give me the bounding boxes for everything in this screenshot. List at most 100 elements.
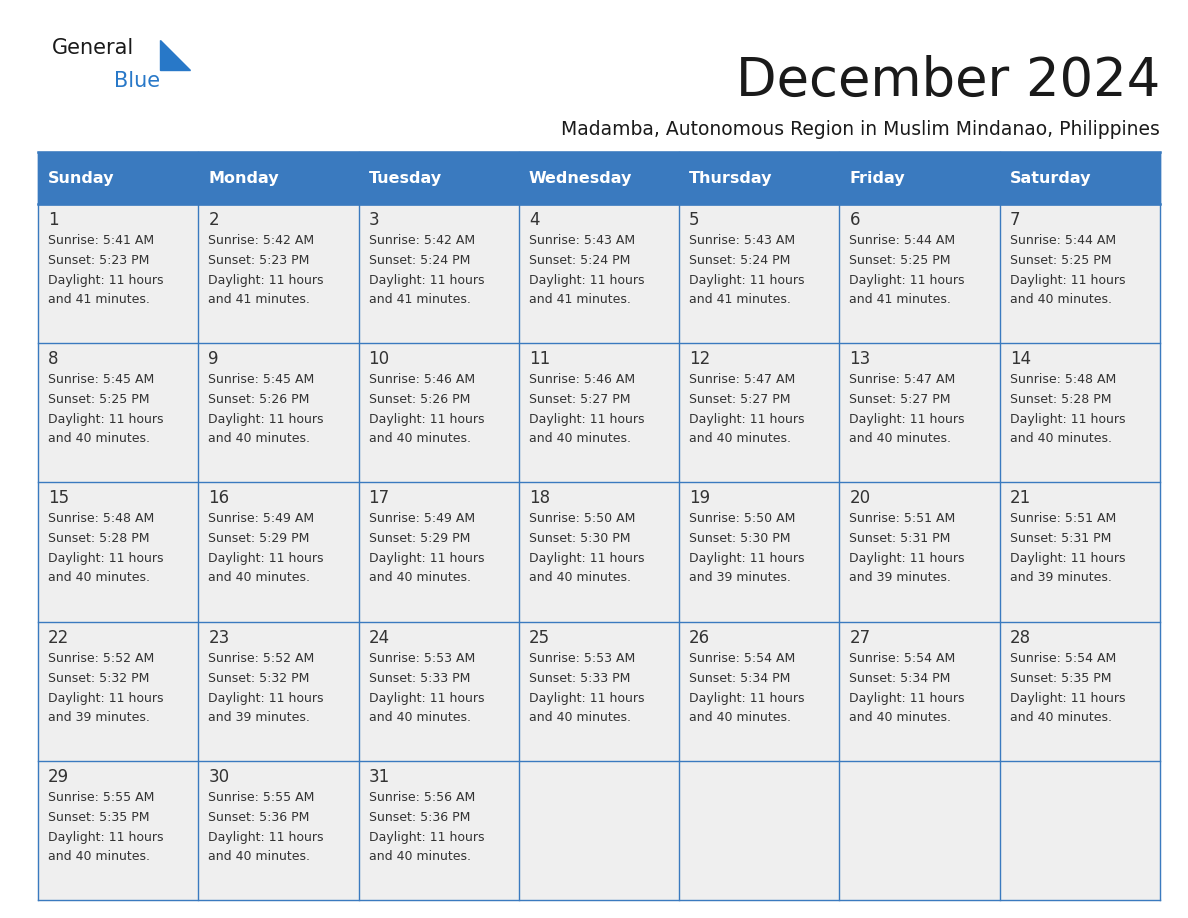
Text: Daylight: 11 hours: Daylight: 11 hours (1010, 413, 1125, 426)
Text: Sunrise: 5:44 AM: Sunrise: 5:44 AM (849, 234, 955, 247)
Bar (680, 204, 840, 343)
Text: 30: 30 (208, 767, 229, 786)
Text: Daylight: 11 hours: Daylight: 11 hours (1010, 274, 1125, 287)
Text: Sunset: 5:28 PM: Sunset: 5:28 PM (1010, 393, 1111, 406)
Text: Sunset: 5:28 PM: Sunset: 5:28 PM (48, 532, 150, 545)
Bar (840, 482, 1000, 621)
Text: Sunset: 5:25 PM: Sunset: 5:25 PM (48, 393, 150, 406)
Text: Sunrise: 5:43 AM: Sunrise: 5:43 AM (529, 234, 634, 247)
Text: 16: 16 (208, 489, 229, 508)
Text: and 41 minutes.: and 41 minutes. (689, 293, 791, 306)
Text: Sunrise: 5:48 AM: Sunrise: 5:48 AM (1010, 374, 1116, 386)
Text: Sunrise: 5:43 AM: Sunrise: 5:43 AM (689, 234, 795, 247)
Text: and 40 minutes.: and 40 minutes. (208, 571, 310, 585)
Text: 22: 22 (48, 629, 69, 646)
Polygon shape (160, 40, 190, 70)
Text: Daylight: 11 hours: Daylight: 11 hours (48, 413, 164, 426)
Text: Sunset: 5:34 PM: Sunset: 5:34 PM (689, 672, 790, 685)
Text: and 40 minutes.: and 40 minutes. (529, 711, 631, 723)
Bar (359, 152, 519, 204)
Text: and 40 minutes.: and 40 minutes. (368, 432, 470, 445)
Bar (680, 152, 840, 204)
Text: Sunset: 5:36 PM: Sunset: 5:36 PM (368, 811, 470, 823)
Text: Daylight: 11 hours: Daylight: 11 hours (208, 413, 324, 426)
Text: Sunday: Sunday (48, 171, 114, 185)
Text: Sunset: 5:24 PM: Sunset: 5:24 PM (689, 254, 790, 267)
Bar (519, 621, 680, 761)
Text: Sunrise: 5:44 AM: Sunrise: 5:44 AM (1010, 234, 1116, 247)
Text: Sunrise: 5:41 AM: Sunrise: 5:41 AM (48, 234, 154, 247)
Bar (198, 204, 359, 343)
Bar (1000, 204, 1159, 343)
Bar (38, 152, 198, 204)
Text: Sunset: 5:31 PM: Sunset: 5:31 PM (1010, 532, 1111, 545)
Text: 20: 20 (849, 489, 871, 508)
Text: 4: 4 (529, 211, 539, 229)
Text: Daylight: 11 hours: Daylight: 11 hours (208, 553, 324, 565)
Bar (359, 621, 519, 761)
Text: and 39 minutes.: and 39 minutes. (48, 711, 150, 723)
Text: Sunrise: 5:55 AM: Sunrise: 5:55 AM (48, 790, 154, 804)
Text: Sunrise: 5:51 AM: Sunrise: 5:51 AM (849, 512, 955, 525)
Text: and 40 minutes.: and 40 minutes. (1010, 432, 1112, 445)
Text: Sunset: 5:24 PM: Sunset: 5:24 PM (368, 254, 470, 267)
Text: Sunrise: 5:54 AM: Sunrise: 5:54 AM (689, 652, 796, 665)
Text: Daylight: 11 hours: Daylight: 11 hours (529, 413, 644, 426)
Text: Sunrise: 5:46 AM: Sunrise: 5:46 AM (368, 374, 475, 386)
Text: General: General (52, 38, 134, 58)
Text: Sunset: 5:33 PM: Sunset: 5:33 PM (529, 672, 630, 685)
Text: Daylight: 11 hours: Daylight: 11 hours (689, 413, 804, 426)
Text: December 2024: December 2024 (735, 55, 1159, 107)
Text: and 39 minutes.: and 39 minutes. (208, 711, 310, 723)
Text: Daylight: 11 hours: Daylight: 11 hours (48, 691, 164, 705)
Text: Sunrise: 5:49 AM: Sunrise: 5:49 AM (208, 512, 315, 525)
Text: Wednesday: Wednesday (529, 171, 632, 185)
Text: Sunset: 5:26 PM: Sunset: 5:26 PM (208, 393, 310, 406)
Text: and 40 minutes.: and 40 minutes. (849, 432, 952, 445)
Text: and 39 minutes.: and 39 minutes. (689, 571, 791, 585)
Bar (840, 621, 1000, 761)
Text: Sunset: 5:32 PM: Sunset: 5:32 PM (208, 672, 310, 685)
Text: and 40 minutes.: and 40 minutes. (1010, 293, 1112, 306)
Text: Daylight: 11 hours: Daylight: 11 hours (529, 553, 644, 565)
Text: Sunrise: 5:45 AM: Sunrise: 5:45 AM (48, 374, 154, 386)
Text: Sunset: 5:26 PM: Sunset: 5:26 PM (368, 393, 470, 406)
Text: Daylight: 11 hours: Daylight: 11 hours (208, 274, 324, 287)
Text: and 41 minutes.: and 41 minutes. (208, 293, 310, 306)
Text: 19: 19 (689, 489, 710, 508)
Text: 17: 17 (368, 489, 390, 508)
Text: Daylight: 11 hours: Daylight: 11 hours (368, 831, 484, 844)
Text: Sunset: 5:34 PM: Sunset: 5:34 PM (849, 672, 950, 685)
Bar (198, 621, 359, 761)
Text: Friday: Friday (849, 171, 905, 185)
Text: 8: 8 (48, 350, 58, 368)
Bar (1000, 761, 1159, 900)
Text: Sunrise: 5:50 AM: Sunrise: 5:50 AM (689, 512, 796, 525)
Text: 6: 6 (849, 211, 860, 229)
Text: and 40 minutes.: and 40 minutes. (208, 432, 310, 445)
Bar (519, 204, 680, 343)
Bar (840, 204, 1000, 343)
Bar (680, 621, 840, 761)
Text: Daylight: 11 hours: Daylight: 11 hours (529, 274, 644, 287)
Text: Monday: Monday (208, 171, 279, 185)
Text: Sunset: 5:29 PM: Sunset: 5:29 PM (208, 532, 310, 545)
Text: Sunset: 5:32 PM: Sunset: 5:32 PM (48, 672, 150, 685)
Text: 15: 15 (48, 489, 69, 508)
Text: Daylight: 11 hours: Daylight: 11 hours (529, 691, 644, 705)
Text: Daylight: 11 hours: Daylight: 11 hours (48, 274, 164, 287)
Text: 25: 25 (529, 629, 550, 646)
Text: 26: 26 (689, 629, 710, 646)
Text: Saturday: Saturday (1010, 171, 1092, 185)
Text: Sunset: 5:36 PM: Sunset: 5:36 PM (208, 811, 310, 823)
Text: Sunset: 5:27 PM: Sunset: 5:27 PM (529, 393, 631, 406)
Text: Daylight: 11 hours: Daylight: 11 hours (368, 413, 484, 426)
Text: Sunset: 5:31 PM: Sunset: 5:31 PM (849, 532, 950, 545)
Text: Sunrise: 5:50 AM: Sunrise: 5:50 AM (529, 512, 636, 525)
Text: and 40 minutes.: and 40 minutes. (1010, 711, 1112, 723)
Text: Daylight: 11 hours: Daylight: 11 hours (849, 553, 965, 565)
Bar (359, 343, 519, 482)
Text: and 40 minutes.: and 40 minutes. (48, 432, 150, 445)
Text: and 41 minutes.: and 41 minutes. (368, 293, 470, 306)
Text: Sunset: 5:23 PM: Sunset: 5:23 PM (208, 254, 310, 267)
